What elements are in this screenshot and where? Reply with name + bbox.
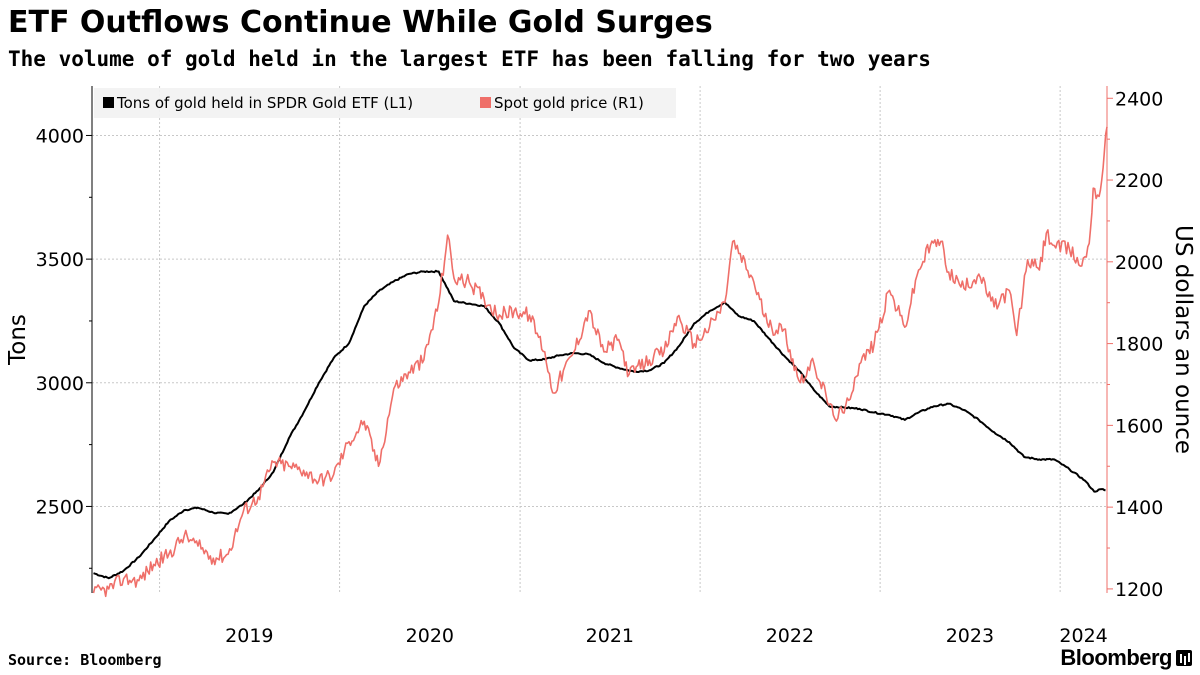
- brand-wordmark: Bloomberg: [1060, 645, 1172, 670]
- source-note: Source: Bloomberg: [8, 651, 162, 669]
- right-tick-label: 2200: [1115, 170, 1163, 192]
- bar-chart-icon: [1176, 650, 1192, 666]
- axes: 2500 3000 3500 4000 Tons 1200 1400 1600 1800 2000…: [5, 86, 1196, 647]
- legend: Tons of gold held in SPDR Gold ETF (L1) S…: [94, 88, 676, 118]
- legend-item-etf: Tons of gold held in SPDR Gold ETF (L1): [116, 94, 413, 112]
- x-tick-label: 2023: [946, 625, 994, 647]
- bloomberg-logo: Bloomberg: [1060, 645, 1192, 671]
- chart-subtitle: The volume of gold held in the largest E…: [8, 47, 931, 71]
- left-tick-label: 3500: [36, 249, 84, 271]
- left-axis-title: Tons: [5, 314, 31, 366]
- right-tick-label: 2000: [1115, 252, 1163, 274]
- right-tick-label: 2400: [1115, 88, 1163, 110]
- right-tick-label: 1400: [1115, 497, 1163, 519]
- legend-item-gold: Spot gold price (R1): [494, 94, 644, 112]
- x-tick-label: 2022: [766, 625, 814, 647]
- legend-swatch: [480, 97, 491, 108]
- series-line-etf-holdings: [93, 269, 1106, 580]
- x-tick-label: 2024: [1059, 625, 1107, 647]
- x-tick-label: 2019: [225, 625, 273, 647]
- legend-background: [94, 88, 676, 118]
- legend-swatch: [103, 97, 114, 108]
- chart-title: ETF Outflows Continue While Gold Surges: [8, 5, 713, 40]
- right-tick-label: 1200: [1115, 579, 1163, 601]
- x-tick-label: 2021: [586, 625, 634, 647]
- x-tick-label: 2020: [406, 625, 454, 647]
- series-lines: [92, 126, 1108, 598]
- left-tick-label: 2500: [36, 496, 84, 518]
- left-tick-label: 3000: [36, 373, 84, 395]
- right-tick-label: 1800: [1115, 334, 1163, 356]
- series-line-spot-gold: [92, 126, 1108, 598]
- left-tick-label: 4000: [36, 125, 84, 147]
- right-axis-title: US dollars an ounce: [1170, 225, 1196, 454]
- right-tick-label: 1600: [1115, 415, 1163, 437]
